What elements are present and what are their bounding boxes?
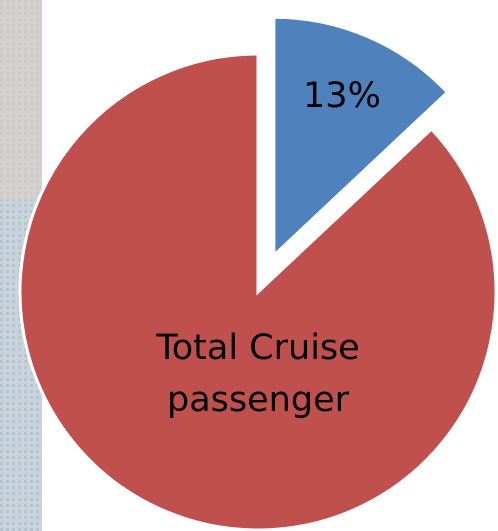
pie-slice: [18, 52, 498, 531]
background-building: [0, 0, 42, 200]
data-label: 13%: [303, 76, 381, 117]
pie-slice: [272, 15, 450, 259]
slice-label: Total Cruise passenger: [156, 328, 360, 420]
